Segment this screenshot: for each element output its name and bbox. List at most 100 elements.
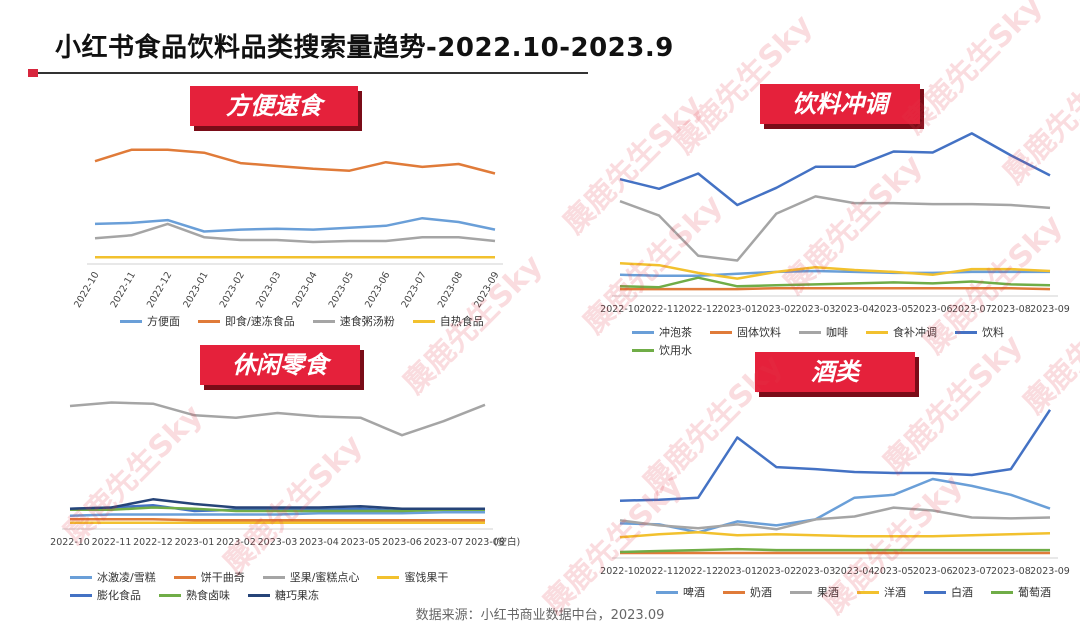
x-tick-label: 2023-06 [363, 270, 392, 310]
legend-label: 冲泡茶 [659, 326, 692, 339]
snacks-legend: 冰激凌/雪糕 饼干曲奇 坚果/蜜糕点心 蜜饯果干 膨化食品 熟食卤味 糖巧果冻 [70, 569, 530, 603]
x-tick-label: 2023-07 [952, 304, 992, 315]
series-line-2 [619, 506, 1051, 531]
series-line-1 [70, 517, 485, 522]
beverage-legend: 冲泡茶 固体饮料 咖啡 食补冲调 饮料饮用水 [632, 324, 1072, 358]
x-tick-label: 2023-05 [327, 270, 356, 310]
title-accent-mark [28, 69, 38, 77]
series-line-0 [619, 269, 1050, 278]
x-tick-label: 2023-08 [991, 566, 1031, 577]
section-label-alcohol: 酒类 [755, 352, 915, 392]
legend-swatch [173, 575, 196, 579]
legend-swatch [198, 319, 220, 323]
series-line-0 [94, 216, 496, 233]
x-tick-label: 2023-05 [341, 537, 381, 548]
legend-swatch [799, 330, 821, 334]
x-tick-label: 2023-04 [835, 566, 875, 577]
legend-item: 白酒 [924, 584, 973, 600]
legend-label: 固体饮料 [737, 326, 781, 339]
legend-label: 自热食品 [439, 315, 484, 328]
legend-item: 方便面 [120, 313, 180, 329]
x-tick-label: 2022-12 [678, 566, 718, 577]
x-tick-label: 2023-05 [874, 566, 914, 577]
legend-swatch [723, 590, 745, 594]
section-label-instant-food: 方便速食 [190, 86, 358, 126]
legend-label: 方便面 [147, 315, 180, 328]
legend-item: 食补冲调 [866, 324, 937, 340]
legend-item: 冰激凌/雪糕 [70, 569, 156, 585]
legend-item: 蜜饯果干 [377, 569, 448, 585]
legend-item: 咖啡 [799, 324, 848, 340]
legend-label: 啤酒 [683, 586, 705, 599]
legend-item: 饮料 [955, 324, 1004, 340]
series-line-0 [619, 477, 1051, 534]
x-tick-label: 2022-10 [50, 537, 90, 548]
series-line-2 [94, 222, 496, 244]
legend-label: 饮用水 [659, 344, 692, 357]
title-divider [28, 72, 588, 74]
legend-item: 即食/速冻食品 [198, 313, 295, 329]
series-line-3 [619, 262, 1051, 280]
x-tick-label: 2023-07 [952, 566, 992, 577]
legend-swatch [991, 590, 1013, 594]
x-tick-label: 2023-02 [757, 304, 797, 315]
x-tick-label: 2023-09 [1030, 304, 1070, 315]
x-tick-label: 2022-12 [678, 304, 718, 315]
legend-item: 饼干曲奇 [173, 569, 245, 585]
legend-item: 奶酒 [723, 584, 772, 600]
x-tick-label: 2023-03 [254, 270, 283, 310]
legend-swatch [924, 590, 946, 594]
x-tick-label: 2023-03 [258, 537, 298, 548]
x-tick-label: 2023-01 [181, 270, 210, 310]
legend-item: 冲泡茶 [632, 324, 692, 340]
legend-swatch [656, 590, 678, 594]
legend-swatch [70, 575, 92, 579]
x-tick-label: 2023-02 [218, 270, 247, 310]
legend-label: 糖巧果冻 [275, 589, 319, 602]
legend-item: 固体饮料 [710, 324, 781, 340]
x-tick-label: 2022-10 [600, 566, 640, 577]
legend-swatch [790, 590, 812, 594]
legend-swatch [377, 575, 400, 579]
legend-swatch [632, 330, 654, 334]
series-line-2 [619, 195, 1051, 262]
alcohol-legend: 啤酒 奶酒 果酒 洋酒 白酒 葡萄酒 [656, 584, 1056, 600]
x-tick-label: 2023-01 [175, 537, 215, 548]
x-tick-label: 2023-01 [717, 566, 757, 577]
legend-swatch [955, 330, 977, 334]
series-line-5 [619, 276, 1051, 289]
legend-label: 食补冲调 [893, 326, 937, 339]
x-tick-label: 2022-12 [133, 537, 173, 548]
legend-label: 蜜饯果干 [404, 571, 449, 584]
legend-swatch [632, 348, 654, 352]
legend-label: 坚果/蜜糕点心 [289, 571, 360, 584]
series-line-1 [620, 286, 1051, 291]
x-tick-label: 2023-04 [299, 537, 339, 548]
x-tick-label: 2023-04 [835, 304, 875, 315]
legend-label: 奶酒 [750, 586, 772, 599]
page-title: 小红书食品饮料品类搜索量趋势-2022.10-2023.9 [55, 33, 674, 63]
legend-swatch [70, 593, 92, 597]
instant-food-line-chart: 2022-10 2022-11 2022-12 2023-01 2023-02 2023-… [72, 148, 503, 310]
legend-item: 果酒 [790, 584, 839, 600]
legend-item: 速食粥汤粉 [312, 313, 395, 329]
beverage-line-chart: 2022-10 2022-11 2022-12 2023-01 2023-02 2023-… [600, 132, 1070, 315]
section-label-snacks: 休闲零食 [200, 345, 360, 385]
legend-label: 饼干曲奇 [200, 571, 245, 584]
snacks-line-chart: 2022-10 2022-11 2022-12 2023-01 2023-02 2023-… [50, 401, 520, 548]
x-tick-label: 2022-12 [145, 270, 174, 310]
legend-label: 洋酒 [884, 586, 906, 599]
series-line-4 [619, 132, 1051, 207]
x-tick-label: 2023-06 [382, 537, 422, 548]
legend-item: 葡萄酒 [991, 584, 1051, 600]
legend-swatch [120, 319, 142, 323]
x-tick-label: 2023-07 [399, 270, 428, 310]
section-label-beverage: 饮料冲调 [760, 84, 920, 124]
instant-food-legend: 方便面 即食/速冻食品 速食粥汤粉 自热食品 [120, 313, 540, 329]
legend-swatch [857, 590, 879, 594]
data-source-note: 数据来源：小红书商业数据中台，2023.09 [415, 608, 665, 623]
legend-swatch [159, 593, 181, 597]
series-line-1 [94, 148, 496, 175]
x-tick-label: 2023-06 [913, 566, 953, 577]
x-tick-label: 2023-07 [424, 537, 464, 548]
